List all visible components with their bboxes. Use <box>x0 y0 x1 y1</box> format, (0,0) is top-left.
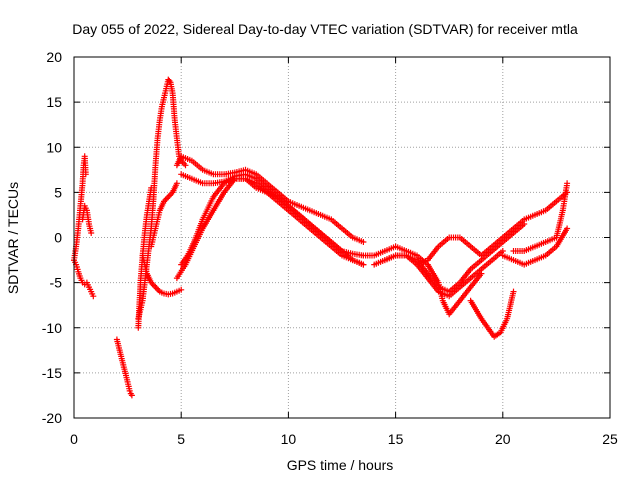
series-isolated <box>113 336 135 399</box>
x-tick-label: 10 <box>281 431 297 447</box>
point-markers <box>79 202 95 236</box>
y-tick-label: 20 <box>46 49 62 65</box>
series-late-a <box>499 225 571 268</box>
y-axis-label: SDTVAR / TECUs <box>5 182 21 294</box>
x-tick-label: 25 <box>602 431 618 447</box>
point-markers <box>173 153 367 245</box>
y-tick-label: -20 <box>42 410 62 426</box>
plot-frame <box>73 56 611 419</box>
x-tick-label: 15 <box>388 431 404 447</box>
point-markers <box>499 225 571 268</box>
data-points <box>71 76 571 399</box>
series-early-mid <box>79 202 95 236</box>
point-markers <box>178 175 367 268</box>
point-markers <box>139 252 185 298</box>
x-axis-label: GPS time / hours <box>287 457 394 473</box>
y-tick-label: 0 <box>54 230 62 246</box>
series-arc-4 <box>178 175 367 268</box>
y-tick-label: -5 <box>50 275 63 291</box>
y-tick-label: -10 <box>42 320 62 336</box>
point-markers <box>148 180 180 250</box>
x-tick-label: 20 <box>495 431 511 447</box>
y-tick-label: 10 <box>46 139 62 155</box>
grid-lines <box>74 57 610 418</box>
point-markers <box>467 288 517 340</box>
chart-title: Day 055 of 2022, Sidereal Day-to-day VTE… <box>72 21 578 37</box>
y-tick-label: -15 <box>42 365 62 381</box>
x-tick-label: 5 <box>177 431 185 447</box>
series-rise-d <box>148 180 180 250</box>
point-markers <box>510 180 571 254</box>
series-dip <box>467 288 517 340</box>
series-rise-c <box>139 252 185 298</box>
point-markers <box>414 189 571 268</box>
series-arc-1 <box>173 153 367 245</box>
y-tick-label: 15 <box>46 94 62 110</box>
series-late-b <box>510 180 571 254</box>
tick-labels: 0 5 10 15 20 25 -20 -15 -10 -5 0 5 10 15 20 <box>42 49 618 447</box>
y-tick-label: 5 <box>54 184 62 200</box>
point-markers <box>113 336 135 399</box>
series-peaks <box>414 189 571 268</box>
x-tick-label: 0 <box>70 431 78 447</box>
